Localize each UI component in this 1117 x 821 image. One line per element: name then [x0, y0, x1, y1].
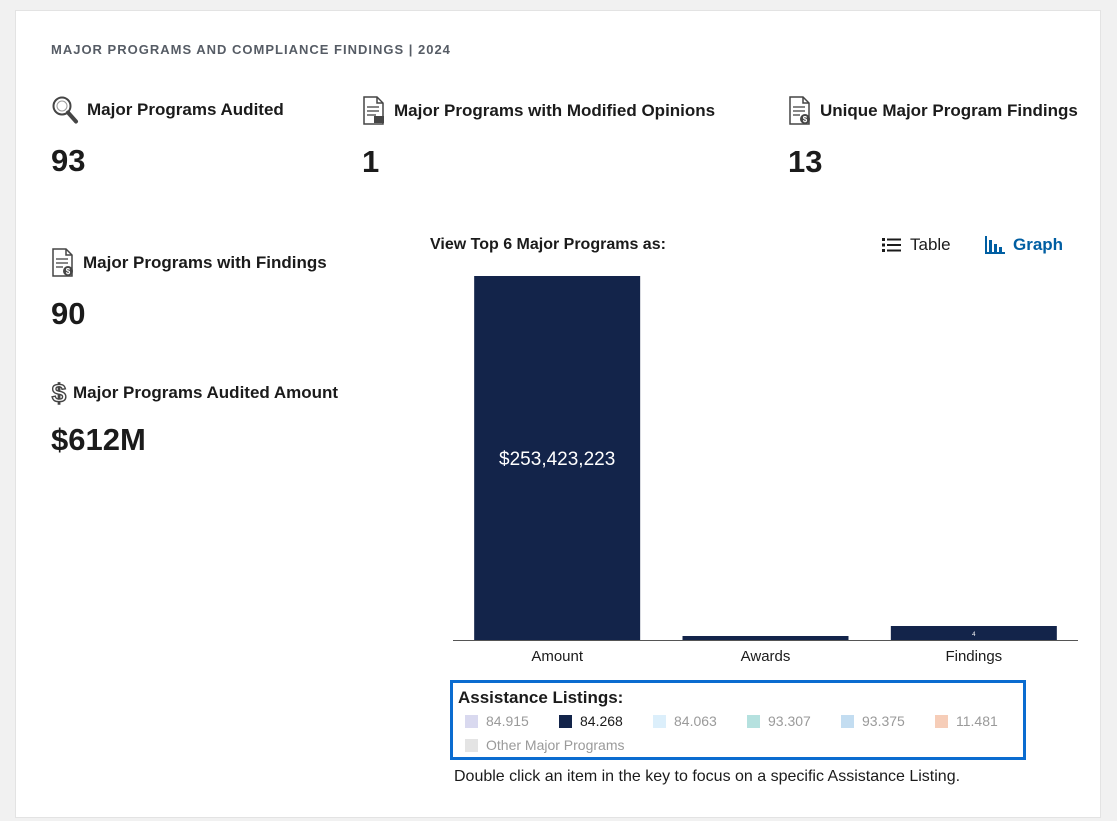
table-view-label: Table	[910, 235, 951, 254]
top-programs-bar-chart: $253,423,223 Amount Awards 4 Findings	[453, 276, 1078, 665]
legend-swatch	[465, 714, 478, 728]
stat-unique-findings: $ Unique Major Program Findings 13	[788, 96, 1078, 180]
x-tick-label-awards: Awards	[741, 648, 791, 665]
stat-value: $612M	[51, 422, 146, 457]
legend-label: 11.481	[956, 713, 998, 729]
table-view-button[interactable]: Table	[882, 235, 951, 255]
stat-value: 1	[362, 144, 380, 179]
legend-swatch	[559, 714, 572, 728]
graph-view-button[interactable]: Graph	[985, 235, 1063, 255]
legend-item[interactable]: 93.375	[841, 713, 905, 729]
section-title: MAJOR PROGRAMS AND COMPLIANCE FINDINGS |…	[51, 42, 451, 57]
legend-swatch	[653, 714, 666, 728]
list-icon	[882, 237, 902, 253]
legend-item[interactable]: 93.307	[747, 713, 811, 729]
stat-value: 90	[51, 296, 86, 331]
major-programs-card: MAJOR PROGRAMS AND COMPLIANCE FINDINGS |…	[15, 10, 1101, 818]
legend-label: 93.307	[768, 713, 811, 729]
legend-hint: Double click an item in the key to focus…	[454, 768, 961, 785]
bar-findings[interactable]	[890, 626, 1057, 640]
legend-label: 84.063	[674, 713, 717, 729]
stat-value: 93	[51, 143, 86, 178]
svg-text:$: $	[66, 267, 71, 276]
magnifier-icon	[51, 95, 79, 125]
legend-label: 93.375	[862, 713, 905, 729]
document-dollar-icon: $	[788, 96, 812, 126]
stat-programs-with-findings: $ Major Programs with Findings 90	[51, 248, 327, 332]
legend-label: Other Major Programs	[486, 737, 625, 753]
assistance-listings-legend: Assistance Listings: 84.915 84.268 84.063 9…	[450, 680, 1026, 760]
svg-text:$: $	[52, 378, 67, 408]
stat-modified-opinions: Major Programs with Modified Opinions 1	[362, 96, 715, 180]
legend-item[interactable]: 84.063	[653, 713, 717, 729]
legend-label: 84.268	[580, 713, 623, 729]
legend-title: Assistance Listings:	[458, 688, 624, 707]
stat-label: Unique Major Program Findings	[820, 101, 1078, 120]
data-label-findings: 4	[972, 632, 976, 638]
document-dollar-icon: $	[51, 248, 75, 278]
x-tick-label-findings: Findings	[945, 648, 1002, 665]
x-tick-label-amount: Amount	[531, 648, 584, 665]
bar-amount[interactable]	[474, 276, 641, 640]
legend-item[interactable]: Other Major Programs	[465, 737, 624, 753]
legend-swatch	[841, 714, 854, 728]
document-icon	[362, 96, 386, 126]
legend-swatch	[747, 714, 760, 728]
view-top-programs-label: View Top 6 Major Programs as:	[430, 236, 666, 253]
legend-swatch	[935, 714, 948, 728]
stat-label: Major Programs with Modified Opinions	[394, 101, 716, 120]
svg-text:$: $	[803, 115, 808, 124]
stat-label: Major Programs with Findings	[83, 253, 327, 272]
legend-label: 84.915	[486, 713, 529, 729]
dollar-icon: $	[51, 378, 67, 408]
stat-major-programs-audited: Major Programs Audited 93	[51, 95, 284, 179]
data-label-amount: $253,423,223	[499, 449, 615, 470]
stat-value: 13	[788, 144, 823, 179]
stat-audited-amount: $ Major Programs Audited Amount $612M	[51, 378, 338, 458]
legend-swatch	[465, 738, 478, 752]
bar-awards[interactable]	[682, 636, 849, 640]
stat-label: Major Programs Audited Amount	[73, 383, 339, 402]
legend-item[interactable]: 84.268	[559, 713, 623, 729]
legend-item[interactable]: 84.915	[465, 713, 529, 729]
legend-item[interactable]: 11.481	[935, 713, 998, 729]
stat-label: Major Programs Audited	[87, 100, 284, 119]
bar-chart-icon	[985, 236, 1005, 254]
graph-view-label: Graph	[1013, 235, 1064, 254]
